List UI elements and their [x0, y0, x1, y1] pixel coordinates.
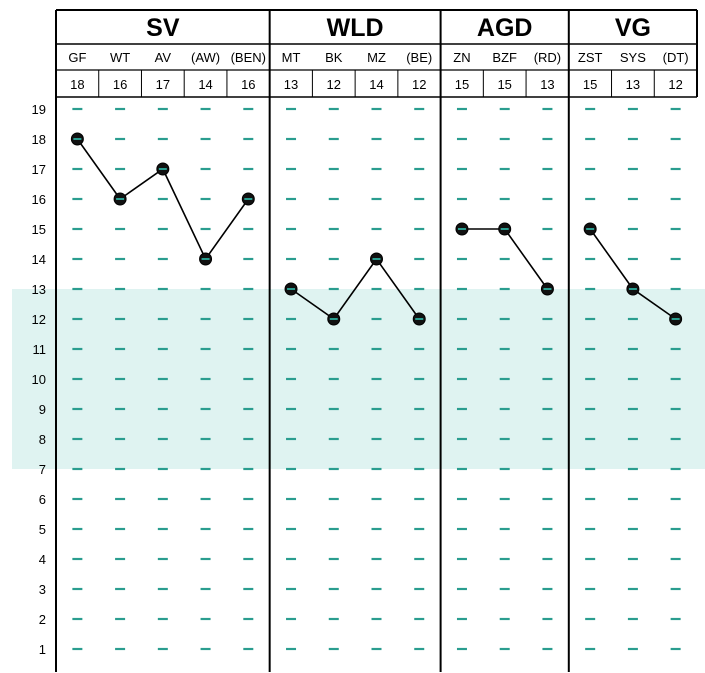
data-point	[540, 282, 554, 296]
data-point	[241, 192, 255, 206]
y-tick-label: 15	[32, 222, 46, 237]
category-label: (AW)	[191, 50, 220, 65]
data-point	[156, 162, 170, 176]
category-label: SYS	[620, 50, 646, 65]
group-title: SV	[146, 14, 180, 42]
data-point	[370, 252, 383, 266]
y-tick-label: 10	[32, 372, 46, 387]
y-tick-label: 18	[32, 132, 46, 147]
group-titles: SV WLD AGD VG	[146, 14, 651, 42]
category-label: ZN	[453, 50, 470, 65]
data-point	[498, 222, 512, 236]
y-tick-label: 14	[32, 252, 46, 267]
category-label: (RD)	[534, 50, 561, 65]
data-point	[412, 312, 426, 326]
y-tick-label: 7	[39, 462, 46, 477]
score-value: 12	[412, 77, 426, 92]
data-point	[284, 282, 298, 296]
category-labels: GF WT AV (AW) (BEN) MT BK MZ (BE) ZN BZF (RD) ZST SYS…	[68, 50, 688, 65]
score-value: 12	[668, 77, 682, 92]
category-label: BZF	[492, 50, 517, 65]
category-label: (DT)	[663, 50, 689, 65]
data-point	[583, 222, 597, 236]
y-tick-label: 8	[39, 432, 46, 447]
category-label: (BEN)	[231, 50, 266, 65]
score-value: 13	[540, 77, 554, 92]
y-tick-label: 13	[32, 282, 46, 297]
scale-dashes	[72, 107, 681, 651]
series-line	[290, 257, 420, 321]
category-label: ZST	[578, 50, 603, 65]
y-tick-label: 12	[32, 312, 46, 327]
y-tick-label: 17	[32, 162, 46, 177]
category-label: AV	[155, 50, 172, 65]
category-label: MZ	[367, 50, 386, 65]
score-value: 17	[156, 77, 170, 92]
score-value: 15	[455, 77, 469, 92]
data-point	[669, 312, 683, 326]
y-tick-label: 19	[32, 102, 46, 117]
y-tick-label: 5	[39, 522, 46, 537]
group-title: VG	[615, 14, 651, 42]
y-tick-label: 11	[33, 342, 47, 357]
y-tick-label: 3	[39, 582, 46, 597]
score-value: 16	[241, 77, 255, 92]
score-value: 15	[583, 77, 597, 92]
category-label: (BE)	[406, 50, 432, 65]
category-label: GF	[68, 50, 86, 65]
data-point	[455, 222, 469, 236]
y-tick-label: 9	[39, 402, 46, 417]
y-tick-label: 6	[39, 492, 46, 507]
y-axis-ticks: 19 18 17 16 15 14 13 12 11 10 9 8 7 6 5 4 3 2 1	[32, 102, 46, 657]
y-tick-label: 4	[39, 552, 46, 567]
y-tick-label: 2	[39, 612, 46, 627]
score-value: 14	[369, 77, 383, 92]
data-points	[70, 132, 683, 326]
data-point	[327, 312, 341, 326]
category-label: BK	[325, 50, 343, 65]
score-value: 18	[70, 77, 84, 92]
group-title: WLD	[327, 14, 384, 42]
y-tick-label: 16	[32, 192, 46, 207]
category-label: WT	[110, 50, 130, 65]
table-frame	[55, 9, 698, 672]
score-value: 15	[497, 77, 511, 92]
data-point	[626, 282, 640, 296]
score-values: 18 16 17 14 16 13 12 14 12 15 15 13 15 13 12	[70, 77, 683, 92]
score-value: 12	[327, 77, 341, 92]
score-value: 16	[113, 77, 127, 92]
group-title: AGD	[477, 14, 533, 42]
score-value: 13	[284, 77, 298, 92]
score-value: 13	[626, 77, 640, 92]
y-tick-label: 1	[39, 642, 46, 657]
data-point	[113, 192, 127, 206]
data-point	[70, 132, 84, 146]
data-point	[199, 252, 213, 266]
category-label: MT	[282, 50, 301, 65]
score-value: 14	[198, 77, 212, 92]
